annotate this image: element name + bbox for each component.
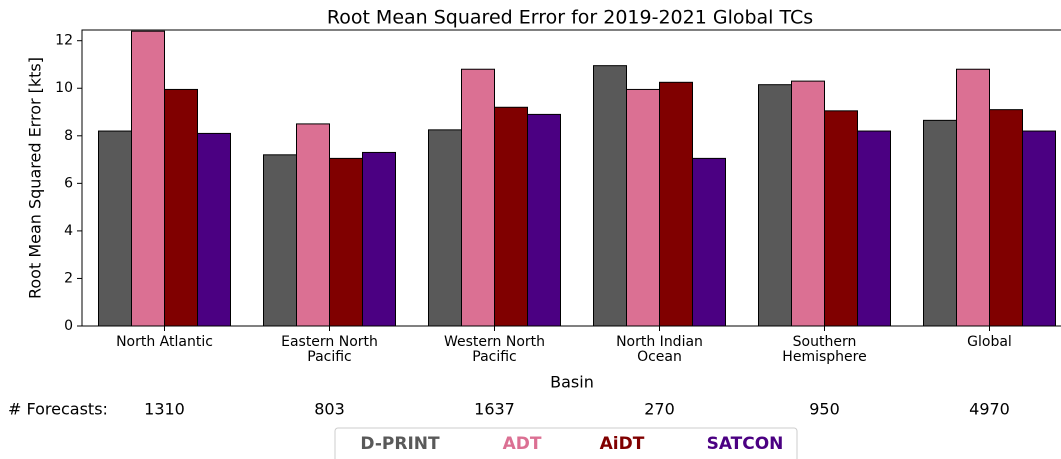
x-tick-label: Eastern North Pacific (281, 334, 378, 365)
bar (428, 129, 462, 327)
bar (494, 106, 528, 327)
bar (1022, 130, 1056, 327)
x-tick-label: Southern Hemisphere (782, 334, 867, 365)
bar (791, 80, 825, 327)
bar (626, 88, 660, 327)
forecast-count: 803 (314, 400, 345, 419)
bar (164, 88, 198, 327)
x-axis-label: Basin (550, 373, 594, 392)
bar (593, 65, 627, 327)
bar (758, 84, 792, 327)
y-tick-label: 8 (64, 128, 73, 144)
legend-box (334, 427, 798, 459)
x-tick-label: North Atlantic (116, 334, 213, 350)
forecast-count: 1310 (144, 400, 185, 419)
legend-label: AiDT (600, 434, 645, 454)
bar (923, 119, 957, 327)
y-tick-label: 2 (64, 270, 73, 286)
legend-label: ADT (503, 434, 542, 454)
bar (362, 151, 396, 327)
y-tick-label: 0 (64, 318, 73, 334)
forecast-count: 270 (644, 400, 675, 419)
bar (197, 132, 231, 327)
y-tick-label: 10 (55, 80, 73, 96)
forecast-count: 1637 (474, 400, 515, 419)
bar (956, 68, 990, 327)
bar (824, 110, 858, 327)
bar (98, 130, 132, 327)
bar (329, 157, 363, 327)
bar (659, 81, 693, 327)
bar (527, 113, 561, 327)
legend-label: D-PRINT (360, 434, 440, 454)
forecast-label: # Forecasts: (8, 400, 108, 419)
bar (296, 123, 330, 327)
chart-title: Root Mean Squared Error for 2019-2021 Gl… (327, 7, 813, 29)
forecast-count: 950 (809, 400, 840, 419)
x-tick-label: Global (967, 334, 1012, 350)
y-tick-label: 4 (64, 223, 73, 239)
plot-frame (81, 29, 1061, 327)
bar (461, 68, 495, 327)
bar (263, 154, 297, 327)
y-tick-label: 12 (55, 33, 73, 49)
x-tick-label: Western North Pacific (443, 334, 546, 365)
x-tick-label: North Indian Ocean (616, 334, 703, 365)
forecast-count: 4970 (969, 400, 1010, 419)
y-tick-label: 6 (64, 175, 73, 191)
bar (857, 130, 891, 327)
bar (131, 30, 165, 327)
legend-label: SATCON (707, 434, 784, 454)
bar (692, 157, 726, 327)
bar (989, 109, 1023, 327)
y-axis-label: Root Mean Squared Error [kts] (26, 57, 45, 299)
